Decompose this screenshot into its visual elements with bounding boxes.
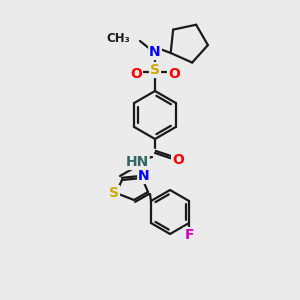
Text: HN: HN bbox=[125, 155, 148, 169]
Text: F: F bbox=[184, 228, 194, 242]
Text: O: O bbox=[172, 153, 184, 167]
Text: O: O bbox=[168, 67, 180, 81]
Text: S: S bbox=[150, 63, 160, 77]
Text: N: N bbox=[149, 45, 161, 59]
Text: CH₃: CH₃ bbox=[106, 32, 130, 44]
Text: N: N bbox=[138, 169, 150, 183]
Text: O: O bbox=[130, 67, 142, 81]
Text: S: S bbox=[109, 186, 119, 200]
